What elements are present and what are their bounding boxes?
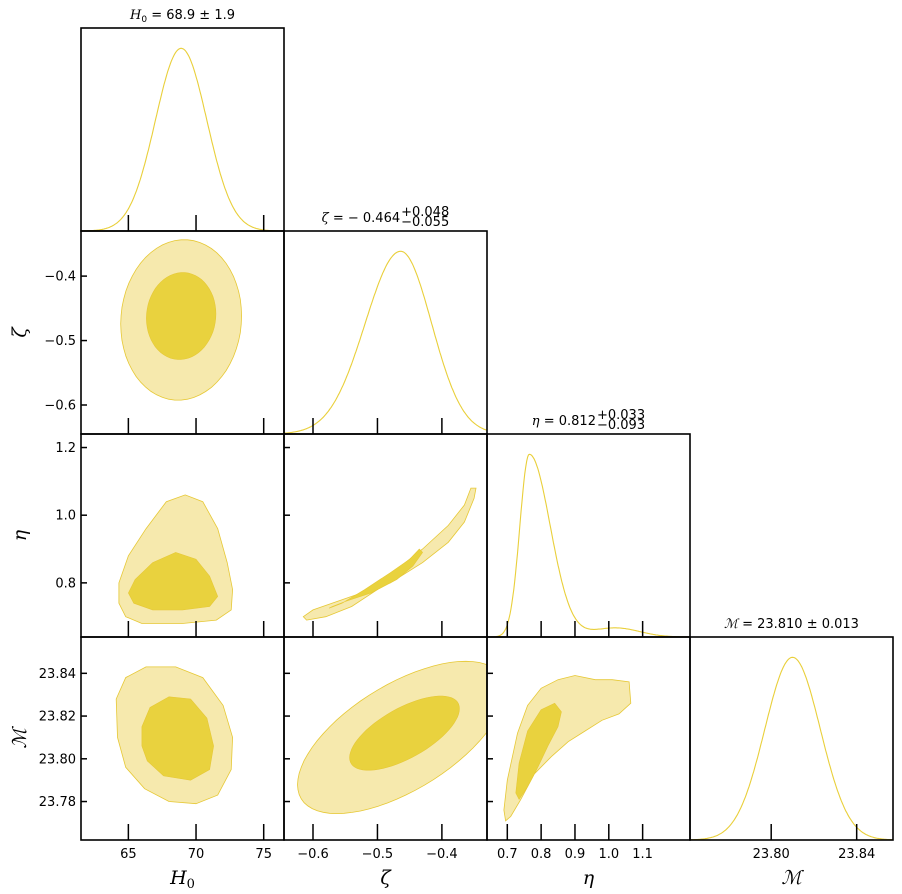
x-tick-label-eta: 0.8 [531, 847, 552, 862]
contour-95-M-eta [503, 675, 632, 822]
contour-68-M-zeta [349, 695, 460, 771]
panel-title-sup-eta: +0.033 [597, 408, 645, 423]
x-tick-label-H0: 65 [120, 847, 137, 862]
y-tick-label-M: 23.80 [39, 752, 76, 767]
y-tick-label-eta: 0.8 [55, 576, 76, 591]
contour-panel-zeta-H0 [120, 239, 243, 401]
y-axis-label-M: ℳ [9, 726, 31, 749]
x-tick-label-eta: 0.9 [565, 847, 586, 862]
panel-frame-eta-eta [486, 433, 691, 638]
x-tick-label-zeta: −0.5 [362, 847, 394, 862]
panel-title-zeta: ζ = − 0.464 [322, 211, 400, 226]
y-tick-label-zeta: −0.6 [44, 399, 76, 414]
contour-68-eta-zeta [328, 548, 423, 609]
x-tick-label-H0: 75 [255, 847, 272, 862]
panel-title-sub-eta: −0.093 [597, 418, 645, 433]
pdf-curve-eta [487, 453, 690, 638]
x-tick-label-eta: 0.7 [497, 847, 518, 862]
y-tick-label-zeta: −0.4 [44, 270, 76, 285]
x-axis-label-zeta: ζ [380, 867, 392, 889]
pdf-curve-H0 [81, 47, 284, 232]
x-tick-label-eta: 1.0 [598, 847, 619, 862]
contour-95-eta-zeta [302, 487, 477, 621]
panel-title-sub-zeta: −0.055 [401, 215, 449, 230]
contour-panel-M-H0 [115, 666, 234, 805]
x-tick-label-M: 23.84 [838, 847, 875, 862]
panel-title-eta: η = 0.812 [532, 414, 596, 429]
contour-panel-M-zeta [297, 660, 487, 815]
contour-panel-M-eta [503, 675, 632, 822]
panel-title-H0: H0 = 68.9 ± 1.9 [129, 8, 235, 25]
panel-frame-M-M [689, 636, 894, 841]
contour-68-M-eta [515, 702, 562, 800]
pdf-curve-zeta [283, 250, 488, 434]
panel-title-M: ℳ = 23.810 ± 0.013 [724, 617, 859, 632]
y-tick-label-eta: 1.2 [55, 441, 76, 456]
x-axis-label-eta: η [583, 867, 595, 889]
x-tick-label-zeta: −0.6 [297, 847, 329, 862]
y-axis-label-zeta: ζ [9, 326, 31, 338]
x-tick-label-zeta: −0.4 [426, 847, 458, 862]
panel-frame-eta-zeta [283, 433, 488, 638]
panel-frame-zeta-zeta [283, 230, 488, 435]
x-tick-label-H0: 70 [188, 847, 205, 862]
panel-title-sup-zeta: +0.048 [401, 205, 449, 220]
contour-68-eta-H0 [128, 552, 219, 611]
y-tick-label-zeta: −0.5 [44, 334, 76, 349]
y-tick-label-M: 23.82 [39, 710, 76, 725]
y-tick-label-M: 23.78 [39, 795, 76, 810]
y-tick-label-M: 23.84 [39, 667, 76, 682]
panel-frame-H0-H0 [80, 27, 285, 232]
contour-panel-eta-zeta [302, 487, 477, 621]
y-axis-label-eta: η [9, 529, 31, 541]
pdf-curve-M [690, 656, 893, 841]
x-tick-label-M: 23.80 [753, 847, 790, 862]
contour-panel-eta-H0 [118, 494, 234, 624]
x-axis-label-M: ℳ [781, 867, 804, 889]
contour-68-zeta-H0 [146, 272, 217, 360]
y-tick-label-eta: 1.0 [55, 509, 76, 524]
x-tick-label-eta: 1.1 [632, 847, 653, 862]
contour-68-M-H0 [141, 696, 214, 781]
x-axis-label-H0: H0 [169, 867, 195, 892]
